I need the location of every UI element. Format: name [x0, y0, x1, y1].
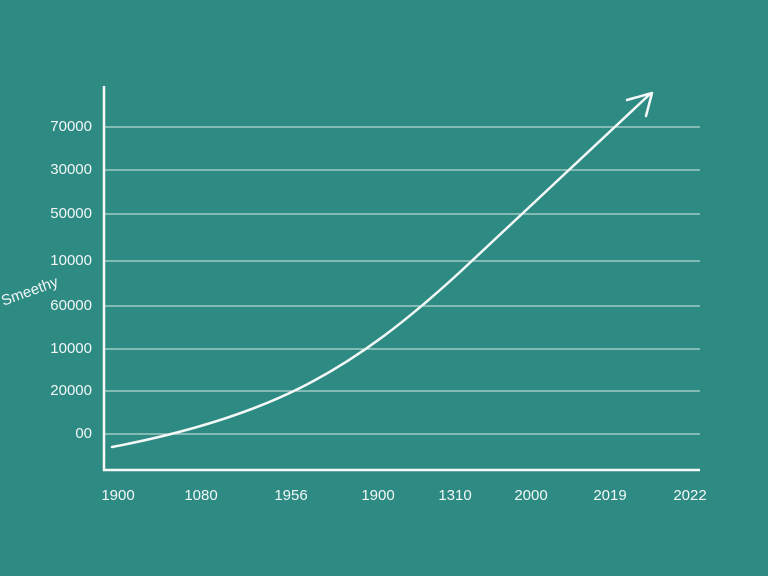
x-tick-label: 2000 — [514, 487, 547, 504]
trend-curve — [110, 92, 652, 449]
y-tick-label: 10000 — [50, 340, 92, 357]
y-tick-label: 00 — [75, 425, 92, 442]
x-tick-label: 1310 — [438, 487, 471, 504]
y-tick-label: 70000 — [50, 118, 92, 135]
x-tick-label: 2019 — [593, 487, 626, 504]
y-tick-label: 20000 — [50, 382, 92, 399]
y-tick-label: 10000 — [50, 252, 92, 269]
arrow-head — [625, 91, 654, 118]
y-tick-label: 60000 — [50, 297, 92, 314]
x-tick-label: 1900 — [101, 487, 134, 504]
y-tick-label: 30000 — [50, 161, 92, 178]
x-tick-label: 1900 — [361, 487, 394, 504]
x-tick-label: 1080 — [184, 487, 217, 504]
grid — [104, 126, 700, 435]
y-tick-label: 50000 — [50, 205, 92, 222]
x-tick-label: 1956 — [274, 487, 307, 504]
x-tick-label: 2022 — [673, 487, 706, 504]
